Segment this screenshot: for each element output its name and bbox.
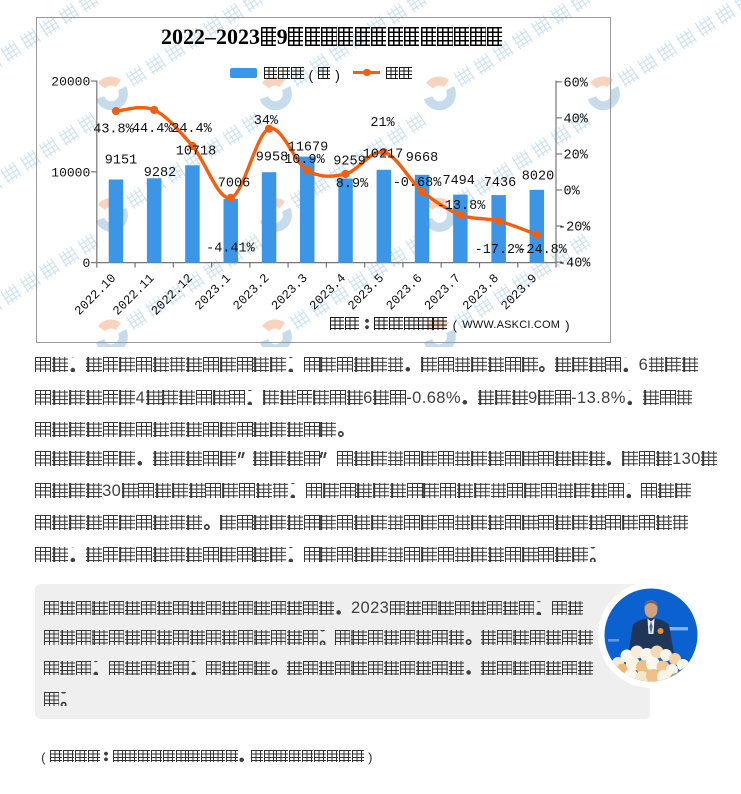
svg-text:-17.2%: -17.2%	[475, 243, 525, 258]
svg-text:8020: 8020	[522, 169, 554, 184]
svg-text:11679: 11679	[288, 141, 329, 156]
svg-text:9259: 9259	[333, 155, 365, 170]
svg-text:44.4%: 44.4%	[132, 122, 173, 137]
svg-text:21%: 21%	[370, 116, 395, 131]
svg-text:-40%: -40%	[558, 257, 591, 272]
svg-text:2023.2: 2023.2	[231, 271, 273, 313]
svg-text:40%: 40%	[564, 112, 589, 127]
svg-text:2023.3: 2023.3	[269, 271, 311, 313]
svg-text:-20%: -20%	[558, 221, 591, 236]
svg-text:2023.6: 2023.6	[384, 271, 426, 313]
svg-text:2022.12: 2022.12	[149, 271, 196, 318]
svg-text:-0.68%: -0.68%	[393, 176, 443, 191]
svg-text:10718: 10718	[176, 145, 217, 160]
svg-text:20000: 20000	[51, 75, 90, 90]
svg-text:43.8%: 43.8%	[93, 122, 134, 137]
svg-text:10000: 10000	[51, 165, 90, 180]
svg-text:-4.41%: -4.41%	[206, 241, 256, 256]
svg-text:8.9%: 8.9%	[336, 177, 369, 192]
svg-text:-13.8%: -13.8%	[437, 199, 487, 214]
svg-text:20%: 20%	[564, 148, 589, 163]
svg-text:7006: 7006	[218, 177, 250, 192]
svg-text:-24.8%: -24.8%	[518, 243, 568, 258]
svg-text:7436: 7436	[484, 176, 516, 191]
svg-text:10.9%: 10.9%	[284, 153, 325, 168]
svg-text:10217: 10217	[363, 147, 404, 162]
svg-text:34%: 34%	[254, 114, 279, 129]
svg-text:24.4%: 24.4%	[171, 122, 212, 137]
svg-text:9282: 9282	[144, 166, 176, 181]
svg-text:7494: 7494	[442, 174, 474, 189]
svg-text:60%: 60%	[564, 76, 589, 91]
svg-text:0%: 0%	[564, 185, 581, 200]
svg-text:2023.7: 2023.7	[422, 271, 464, 313]
svg-text:9958: 9958	[256, 151, 288, 166]
svg-text:9151: 9151	[105, 154, 137, 169]
svg-text:9668: 9668	[406, 151, 438, 166]
svg-text:0: 0	[82, 256, 90, 271]
